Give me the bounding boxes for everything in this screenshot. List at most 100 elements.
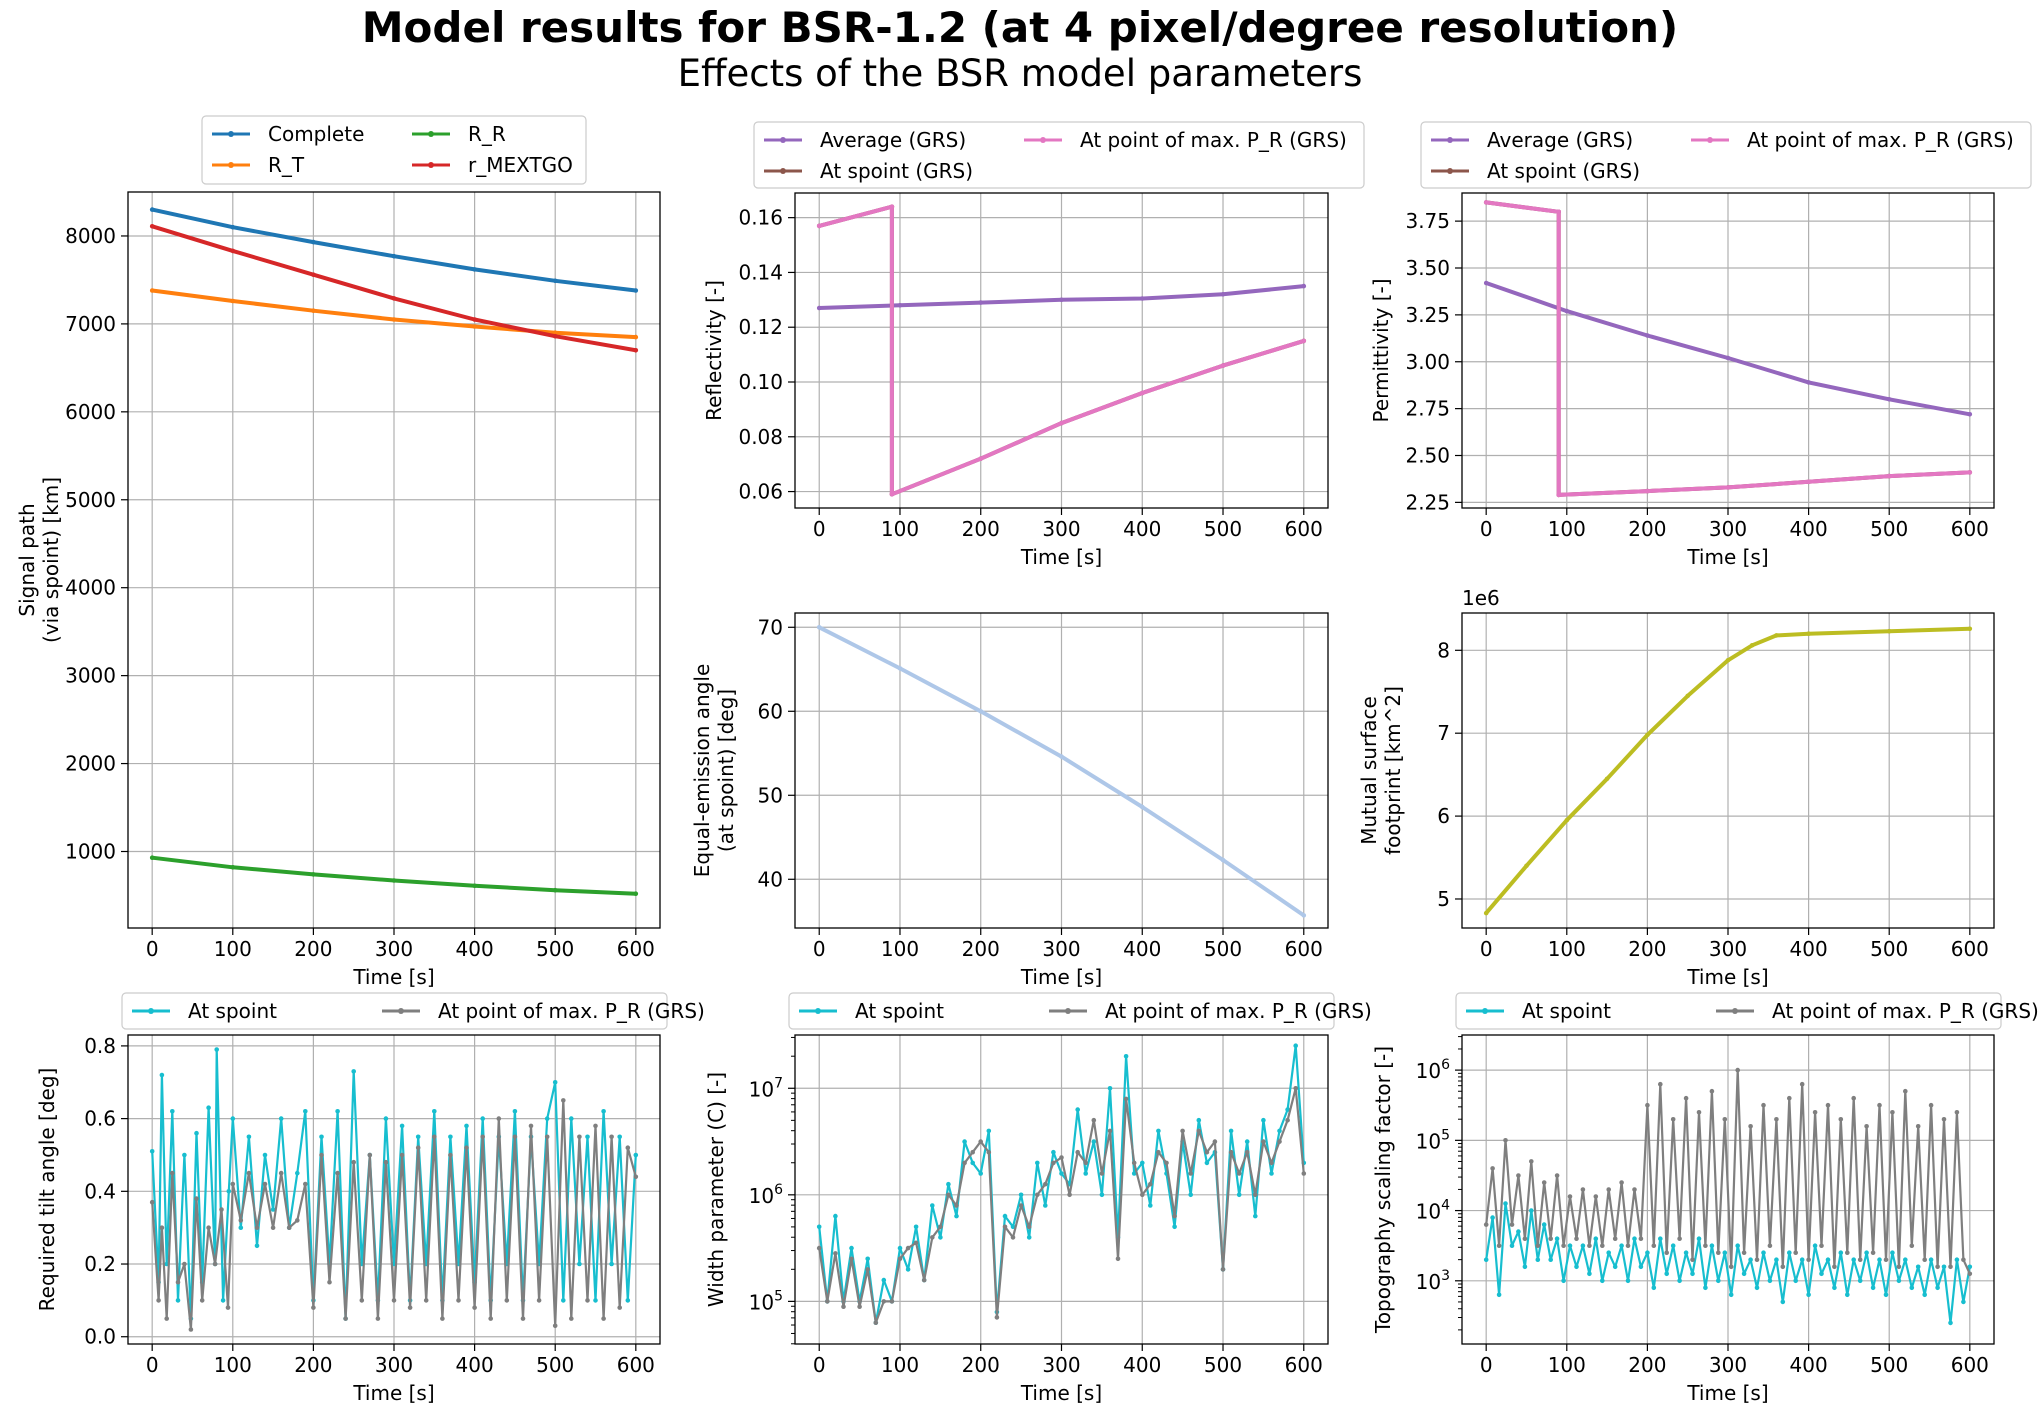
- y-axis-label: footprint [km^2]: [1381, 686, 1405, 855]
- data-point: [1845, 1292, 1850, 1298]
- data-point: [278, 1170, 284, 1176]
- data-point: [1483, 1257, 1489, 1262]
- data-point: [1645, 488, 1650, 494]
- data-point: [1269, 1171, 1274, 1176]
- data-point: [270, 1225, 276, 1230]
- chart-signal-path: 0 100 200 300 400 500 600 1000 2000 3000 4000 5000 6…: [15, 115, 661, 989]
- data-point: [849, 1256, 854, 1262]
- data-point: [617, 1305, 622, 1310]
- data-point: [1301, 283, 1307, 289]
- data-point: [1886, 473, 1892, 479]
- data-point: [1059, 1171, 1064, 1176]
- y-tick-label: 4000: [65, 576, 116, 600]
- data-point: [1909, 1285, 1915, 1291]
- data-point: [1099, 1171, 1105, 1176]
- data-point: [1812, 1110, 1818, 1115]
- data-point: [1799, 1257, 1805, 1262]
- data-point: [1716, 1250, 1721, 1255]
- data-point: [1728, 1292, 1734, 1298]
- data-point: [857, 1304, 862, 1309]
- data-point: [1735, 1243, 1740, 1248]
- data-point: [1131, 1171, 1137, 1176]
- x-tick-label: 100: [1548, 1353, 1586, 1377]
- data-point: [954, 1203, 959, 1208]
- data-point: [194, 1196, 199, 1201]
- data-point: [954, 1213, 959, 1219]
- data-point: [1123, 1096, 1129, 1102]
- y-tick-exponent: 6: [1441, 1057, 1450, 1073]
- data-point: [1010, 1235, 1016, 1240]
- data-point: [415, 1134, 421, 1140]
- data-point: [230, 1181, 236, 1187]
- x-tick-label: 600: [1285, 517, 1323, 541]
- data-point: [1188, 1171, 1193, 1176]
- data-point: [1703, 1243, 1708, 1248]
- axes-frame: [1461, 1034, 1995, 1345]
- y-tick-label: 106: [749, 1182, 783, 1208]
- x-tick-label: 200: [1628, 937, 1666, 961]
- data-point: [1059, 297, 1064, 303]
- data-point: [311, 272, 316, 278]
- data-point: [1483, 280, 1489, 286]
- y-tick-exponent: 4: [1441, 1198, 1450, 1214]
- data-point: [577, 1134, 582, 1140]
- data-point: [1716, 1278, 1721, 1284]
- data-point: [1059, 754, 1064, 759]
- data-point: [1067, 1192, 1072, 1198]
- axes-frame: [794, 612, 1329, 929]
- legend-marker: [1707, 137, 1713, 143]
- data-point: [1018, 1192, 1024, 1198]
- y-tick-exponent: 5: [1441, 1127, 1450, 1143]
- data-point: [1767, 1243, 1773, 1248]
- data-point: [1954, 1257, 1960, 1262]
- data-point: [833, 1251, 838, 1256]
- x-axis-label: Time [s]: [1686, 965, 1768, 989]
- legend-marker: [148, 1008, 154, 1014]
- data-point: [1196, 1117, 1202, 1123]
- data-point: [561, 1098, 566, 1103]
- data-point: [905, 1245, 911, 1251]
- data-point: [149, 1199, 155, 1205]
- data-point: [1059, 420, 1064, 426]
- x-tick-label: 300: [1709, 937, 1747, 961]
- x-tick-label: 600: [617, 1353, 655, 1377]
- data-point: [544, 1134, 550, 1140]
- x-tick-label: 300: [1042, 937, 1080, 961]
- data-point: [206, 1105, 211, 1110]
- y-tick-label: 103: [1416, 1268, 1450, 1294]
- legend-marker: [398, 1008, 404, 1014]
- data-point: [1825, 1257, 1831, 1262]
- data-point: [1748, 1257, 1753, 1262]
- data-point: [1890, 1250, 1895, 1255]
- data-point: [1574, 1264, 1579, 1270]
- data-point: [1075, 1149, 1080, 1155]
- data-point: [962, 1160, 967, 1166]
- data-point: [1587, 1243, 1592, 1248]
- data-point: [1496, 1243, 1502, 1248]
- data-point: [1664, 1271, 1669, 1277]
- y-axis-label: Permittivity [-]: [1369, 278, 1393, 422]
- data-point: [930, 1235, 935, 1240]
- data-point: [1967, 1264, 1973, 1270]
- data-point: [303, 1181, 308, 1187]
- legend: Average (GRS) At spoint (GRS) At point of …: [1420, 121, 2032, 189]
- legend: Complete R_T R_R r_MEXTGO: [201, 115, 587, 185]
- data-point: [978, 709, 983, 714]
- x-tick-label: 300: [1042, 517, 1080, 541]
- data-point: [1483, 200, 1489, 205]
- legend-label: Complete: [268, 122, 364, 146]
- data-point: [206, 1225, 211, 1230]
- data-point: [1180, 1128, 1185, 1134]
- axes-frame: [1461, 612, 1995, 929]
- data-point: [1535, 1257, 1541, 1262]
- data-point: [1612, 1264, 1618, 1270]
- data-point: [1556, 492, 1561, 498]
- x-tick-label: 400: [1790, 517, 1828, 541]
- x-tick-label: 600: [1285, 1353, 1323, 1377]
- data-point: [625, 1298, 631, 1303]
- data-point: [1761, 1102, 1766, 1108]
- data-point: [448, 1152, 453, 1158]
- data-point: [319, 1134, 324, 1140]
